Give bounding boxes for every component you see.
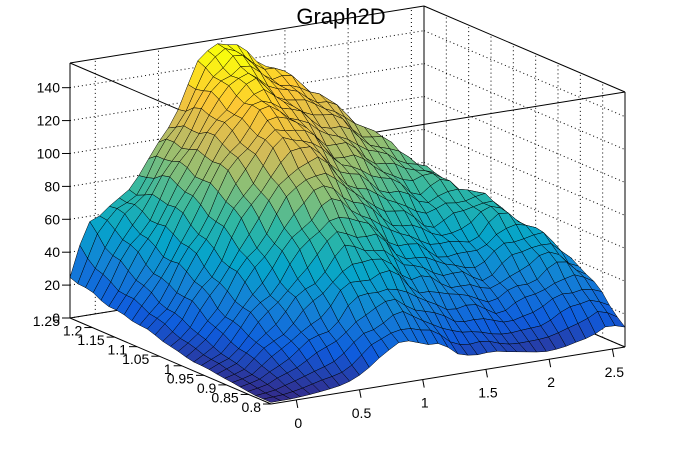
y-tick-label: 1.05	[122, 351, 149, 367]
x-tick-label: 0.5	[352, 405, 372, 421]
y-tick-label: 0.85	[211, 389, 238, 405]
z-tick-label: 100	[37, 145, 61, 161]
x-axis-line	[270, 346, 626, 405]
y-tick-label: 1.15	[77, 332, 104, 348]
x-tick	[359, 389, 362, 398]
y-tick-label: 0.95	[167, 370, 194, 386]
z-tick-label: 40	[44, 244, 60, 260]
y-tick-label: 0.8	[242, 399, 262, 415]
y-tick-label: 1.2	[63, 323, 83, 339]
x-tick-label: 0	[294, 415, 302, 431]
z-tick-label: 0	[52, 310, 60, 326]
z-tick-label: 60	[44, 211, 60, 227]
grid-line	[423, 30, 626, 118]
chart-title: Graph2D	[296, 4, 385, 29]
z-tick-label: 80	[44, 178, 60, 194]
z-tick-label: 120	[37, 113, 61, 129]
x-tick	[548, 359, 552, 368]
x-tick	[295, 399, 299, 409]
x-tick-label: 1.5	[478, 384, 498, 400]
y-tick-label: 0.9	[197, 380, 217, 396]
tick-labels: 00.511.522.50.80.850.90.9511.051.11.151.…	[33, 80, 625, 431]
frame-edge	[69, 5, 425, 64]
frame-edge	[423, 5, 626, 93]
x-tick	[485, 369, 488, 378]
x-tick-label: 1	[421, 395, 429, 411]
grid-line	[423, 128, 626, 216]
surface-cell	[263, 396, 282, 403]
y-tick-label: 1.1	[108, 342, 128, 358]
y-tick-label: 1	[164, 361, 172, 377]
grid-line	[423, 96, 626, 183]
axis-lines	[62, 63, 626, 409]
surface-mesh	[69, 43, 626, 403]
x-tick	[611, 348, 615, 358]
grid-line	[423, 63, 626, 151]
x-tick-label: 2.5	[605, 364, 625, 380]
z-tick-label: 20	[44, 277, 60, 293]
grid-line	[423, 161, 626, 249]
y-axis-line	[69, 317, 272, 405]
z-tick-label: 140	[37, 80, 61, 96]
x-tick-label: 2	[547, 374, 555, 390]
x-tick	[422, 379, 425, 388]
y-tick-label: 1.25	[33, 313, 60, 329]
